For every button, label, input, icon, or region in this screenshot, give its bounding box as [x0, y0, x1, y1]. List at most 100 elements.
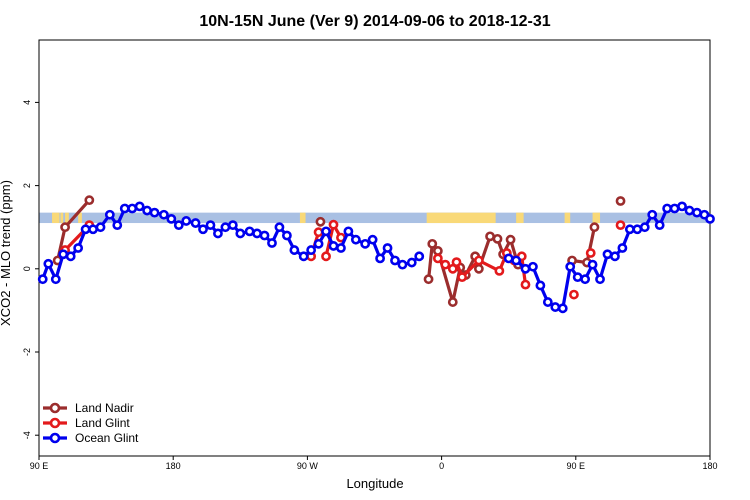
x-tick-label: 180: [166, 461, 181, 471]
data-point: [557, 303, 568, 314]
data-point: [306, 245, 317, 255]
data-point: [654, 220, 665, 231]
data-point: [473, 263, 484, 274]
data-point: [328, 241, 339, 251]
data-point: [440, 259, 451, 270]
data-point: [692, 207, 702, 218]
land-band-segment: [426, 212, 496, 224]
data-point: [321, 226, 331, 237]
y-axis-label: XCO2 - MLO trend (ppm): [0, 180, 13, 326]
data-point: [95, 222, 106, 233]
data-point: [343, 226, 354, 237]
y-tick-label: -4: [22, 431, 32, 439]
land-band-segment: [516, 212, 524, 224]
data-point: [639, 222, 650, 233]
data-point: [119, 203, 130, 214]
data-point: [166, 213, 177, 224]
data-point: [313, 227, 324, 238]
data-point: [677, 201, 687, 212]
data-point: [274, 222, 285, 233]
land-band-segment: [78, 212, 82, 224]
y-tick-label: 4: [22, 100, 32, 105]
data-point: [406, 257, 417, 268]
series-layer: [37, 195, 715, 314]
x-tick-label: 180: [702, 461, 717, 471]
data-point: [43, 258, 54, 269]
plot-frame: [38, 39, 711, 457]
data-point: [104, 209, 115, 220]
data-point: [632, 224, 643, 235]
data-point: [511, 255, 522, 266]
data-point: [432, 253, 443, 264]
data-point: [397, 259, 408, 270]
data-point: [298, 251, 309, 262]
data-point: [662, 203, 673, 214]
y-tick-label: 0: [22, 266, 32, 271]
land-band-segment: [65, 212, 69, 224]
legend-label: Land Glint: [75, 416, 130, 430]
data-point: [432, 246, 443, 256]
series-ocean-glint: [37, 201, 715, 314]
data-point: [158, 209, 169, 220]
data-point: [423, 274, 434, 285]
land-band-segment: [299, 212, 306, 224]
data-point: [127, 203, 138, 214]
data-point: [227, 220, 238, 231]
data-point: [205, 220, 216, 231]
y-tick-label: -2: [22, 348, 32, 356]
data-point: [80, 224, 91, 235]
data-point: [281, 230, 292, 241]
data-point: [572, 272, 583, 283]
data-point: [494, 265, 505, 276]
data-point: [267, 238, 277, 248]
data-point: [451, 257, 462, 268]
legend-label: Ocean Glint: [75, 431, 139, 445]
x-tick-label: 90 E: [567, 461, 586, 471]
axes: 90 E 180 90 W 0 90 E 180 -4 -2 0 2 4: [22, 100, 718, 471]
data-point: [50, 274, 61, 285]
data-point: [565, 261, 576, 272]
data-point: [705, 213, 715, 224]
data-point: [535, 280, 546, 291]
x-tick-label: 90 E: [30, 461, 49, 471]
chart-title: 10N-15N June (Ver 9) 2014-09-06 to 2018-…: [199, 13, 550, 30]
data-point: [550, 302, 561, 312]
data-point: [382, 243, 393, 253]
data-point: [569, 289, 579, 300]
data-point: [289, 245, 300, 255]
legend-marker: [49, 417, 61, 429]
legend-item: Ocean Glint: [43, 431, 139, 445]
legend-marker: [49, 432, 61, 444]
data-point: [375, 253, 385, 264]
data-point: [173, 220, 184, 231]
legend-marker: [49, 402, 61, 414]
data-point: [190, 218, 201, 228]
data-point: [615, 196, 626, 206]
data-point: [313, 238, 324, 249]
data-point: [181, 216, 192, 226]
data-point: [244, 226, 255, 237]
data-point: [427, 238, 438, 249]
data-point: [580, 274, 591, 285]
land-band-segment: [564, 212, 571, 224]
data-point: [528, 261, 538, 272]
data-point: [60, 222, 70, 233]
data-point: [624, 224, 635, 235]
data-point: [615, 220, 626, 231]
data-point: [505, 234, 516, 245]
data-point: [149, 207, 160, 218]
data-point: [617, 243, 628, 253]
data-point: [198, 224, 208, 235]
data-point: [485, 231, 495, 242]
data-point: [336, 243, 346, 253]
data-point: [669, 203, 680, 214]
land-band-segment: [60, 212, 64, 224]
data-point: [542, 297, 553, 307]
x-tick-label: 90 W: [297, 461, 319, 471]
data-point: [315, 216, 326, 227]
data-point: [65, 251, 76, 262]
land-band-segment: [52, 212, 60, 224]
data-point: [492, 233, 503, 244]
